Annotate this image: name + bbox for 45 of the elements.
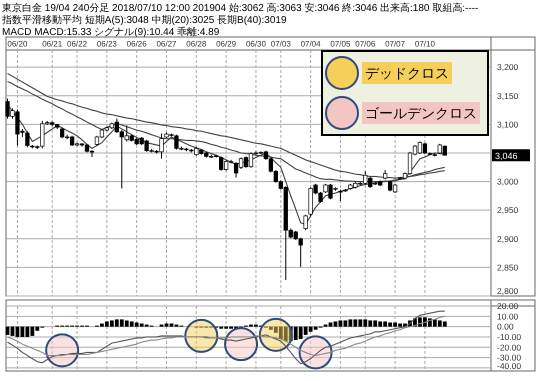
x-tick-label: 06/22	[67, 40, 88, 48]
y-tick-label: 3,100	[497, 119, 519, 130]
point	[224, 327, 258, 362]
x-tick-label: 07/05	[330, 40, 351, 48]
x-tick-label: 07/10	[414, 40, 436, 48]
text: MACD MACD:15.33 シグナル(9):10.44 乖離:4.89	[2, 26, 220, 38]
y-tick-label: 2,950	[497, 205, 519, 216]
y-tick-label: 3,150	[497, 90, 519, 101]
y-tick-label: 0.00	[497, 322, 514, 332]
x-tick-label: 06/30	[246, 40, 267, 48]
x-tick-label: 07/04	[300, 40, 322, 48]
y-tick-label: 10.00	[497, 311, 519, 322]
point	[298, 335, 333, 370]
y-tick-label: 2,850	[497, 262, 519, 272]
line-series	[6, 316, 446, 356]
legend-label: ゴールデンクロス	[365, 105, 477, 121]
y-tick-label: 3,200	[497, 62, 519, 72]
candlestick	[383, 170, 388, 180]
legend-label: デッドクロス	[365, 65, 449, 81]
chart-title: 東京白金 19/04 240分足 2018/07/10 12:00 201904 始:3062 高:3063 安:3046 終:3046 出来高:180 取組高:----	[2, 2, 478, 14]
x-tick-label: 06/21	[42, 40, 63, 48]
point	[258, 318, 293, 352]
x-tick-label: 06/28	[186, 40, 207, 48]
x-tick-label: 07/06	[355, 40, 376, 48]
x-tick-label: 06/23	[96, 40, 118, 48]
y-tick-label: 2,800	[497, 286, 519, 296]
text: 3,046	[495, 150, 518, 161]
x-tick-label: 06/26	[126, 40, 148, 48]
y-tick-label: 2,900	[497, 234, 519, 244]
y-tick-label: -30.00	[497, 352, 522, 363]
y-tick-label: -40.00	[497, 361, 522, 371]
line-series	[6, 310, 446, 364]
point	[45, 333, 80, 368]
candlestick	[25, 130, 30, 148]
x-tick-label: 07/07	[385, 40, 406, 48]
x-tick-label: 06/29	[216, 40, 237, 48]
x-tick-label: 06/27	[156, 40, 178, 48]
y-tick-label: 3,000	[497, 176, 519, 187]
y-tick-label: -20.00	[497, 342, 522, 352]
candlestick	[303, 214, 308, 231]
y-tick-label: -10.00	[497, 332, 522, 342]
x-tick-label: 07/03	[270, 40, 292, 48]
point	[184, 318, 218, 353]
chart-subtitle: 指数平滑移動平均 短期A(5):3048 中期(20):3025 長期B(40):3019	[1, 14, 287, 26]
x-tick-label: 06/20	[7, 40, 28, 48]
